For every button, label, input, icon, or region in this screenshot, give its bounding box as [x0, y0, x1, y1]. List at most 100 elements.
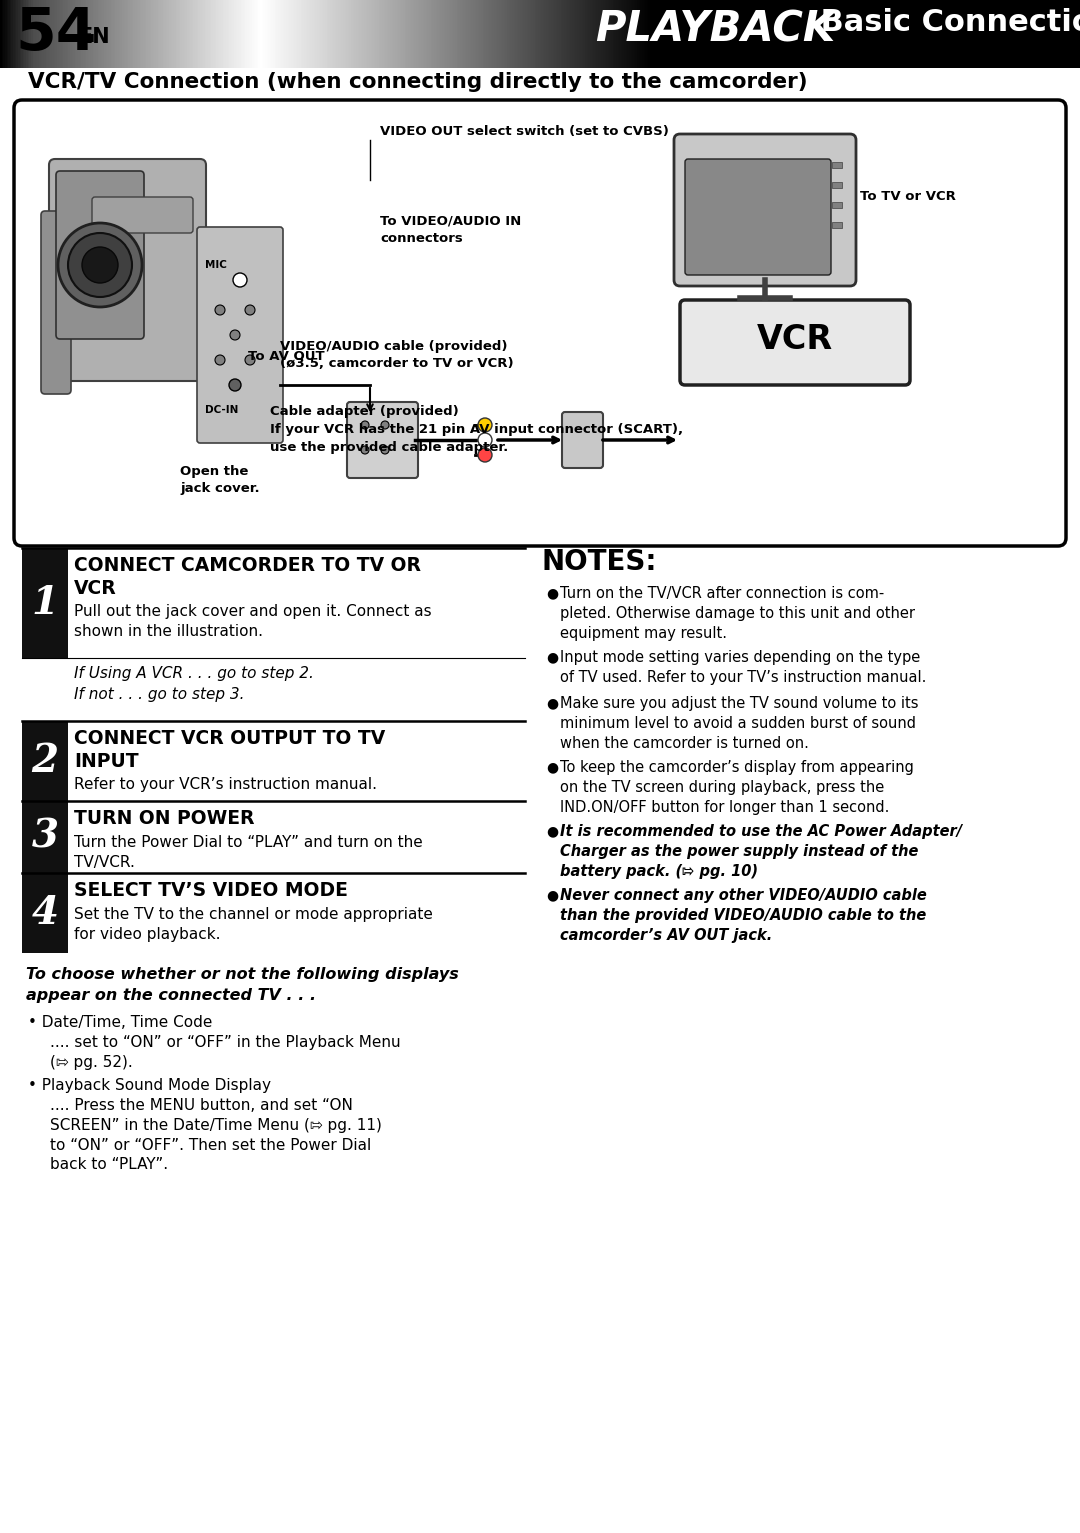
Bar [606, 0, 608, 67]
Bar [100, 0, 103, 67]
Text: ●: ● [546, 650, 558, 664]
Bar [512, 0, 514, 67]
Bar [460, 0, 462, 67]
Bar [455, 0, 457, 67]
Bar [541, 0, 543, 67]
FancyBboxPatch shape [562, 412, 603, 468]
Bar [569, 0, 571, 67]
Bar [431, 0, 433, 67]
Bar [247, 0, 249, 67]
Bar [167, 0, 170, 67]
Bar [561, 0, 563, 67]
Bar [231, 0, 233, 67]
Circle shape [478, 419, 492, 432]
Bar [133, 0, 135, 67]
Bar [310, 0, 312, 67]
Bar [190, 0, 192, 67]
Circle shape [82, 247, 118, 284]
Text: PLAYBACK: PLAYBACK [595, 8, 835, 51]
Text: Turn the Power Dial to “PLAY” and turn on the
TV/VCR.: Turn the Power Dial to “PLAY” and turn o… [75, 835, 422, 869]
Bar [556, 0, 558, 67]
Bar [490, 0, 492, 67]
Bar [73, 0, 76, 67]
Text: Never connect any other VIDEO/AUDIO cable
than the provided VIDEO/AUDIO cable to: Never connect any other VIDEO/AUDIO cabl… [561, 888, 927, 943]
Bar [107, 0, 109, 67]
Bar [598, 0, 600, 67]
Circle shape [361, 422, 369, 429]
Bar [286, 0, 288, 67]
Bar [117, 0, 119, 67]
Circle shape [381, 446, 389, 454]
Bar [335, 0, 337, 67]
Bar [640, 0, 643, 67]
Bar [25, 0, 27, 67]
Bar [297, 0, 299, 67]
Bar [406, 0, 408, 67]
FancyBboxPatch shape [41, 212, 71, 394]
Text: CONNECT VCR OUTPUT TO TV
INPUT: CONNECT VCR OUTPUT TO TV INPUT [75, 730, 386, 771]
Bar [380, 0, 382, 67]
Bar [39, 0, 41, 67]
Bar [130, 0, 132, 67]
Bar [579, 0, 581, 67]
Bar [22, 721, 68, 802]
Bar [392, 0, 394, 67]
FancyBboxPatch shape [92, 198, 193, 233]
Bar [32, 0, 35, 67]
Bar [322, 0, 324, 67]
Bar [474, 0, 476, 67]
Bar [110, 0, 112, 67]
Bar [635, 0, 637, 67]
Bar [16, 0, 18, 67]
Bar [409, 0, 411, 67]
Bar [507, 0, 509, 67]
Bar [80, 0, 82, 67]
Bar [9, 0, 10, 67]
Bar [291, 0, 293, 67]
Bar [31, 0, 33, 67]
Bar [129, 0, 131, 67]
FancyBboxPatch shape [685, 159, 831, 274]
Bar [274, 0, 276, 67]
Bar [213, 0, 215, 67]
Bar [426, 0, 428, 67]
Bar [179, 0, 180, 67]
Bar [104, 0, 106, 67]
Bar [6, 0, 9, 67]
Bar [106, 0, 108, 67]
Bar [29, 0, 31, 67]
Bar [319, 0, 321, 67]
Bar [473, 0, 475, 67]
Bar [621, 0, 623, 67]
Bar [77, 0, 79, 67]
Bar [57, 0, 59, 67]
Bar [294, 0, 296, 67]
Bar [325, 0, 327, 67]
Bar [234, 0, 237, 67]
Bar [387, 0, 389, 67]
Text: ●: ● [546, 825, 558, 839]
Bar [832, 202, 842, 208]
Bar [589, 0, 591, 67]
Bar [329, 0, 332, 67]
Bar [28, 0, 30, 67]
Bar [83, 0, 85, 67]
Bar [296, 0, 298, 67]
Bar [525, 0, 527, 67]
Text: EN: EN [78, 28, 110, 48]
Bar [364, 0, 366, 67]
Circle shape [478, 432, 492, 448]
Bar [464, 0, 467, 67]
Bar [416, 0, 418, 67]
Bar [202, 0, 204, 67]
Bar [451, 0, 454, 67]
Bar [156, 0, 158, 67]
Text: To choose whether or not the following displays
appear on the connected TV . . .: To choose whether or not the following d… [26, 967, 459, 1003]
Bar [239, 0, 241, 67]
Text: MIC: MIC [205, 261, 227, 270]
Bar [342, 0, 345, 67]
Bar [608, 0, 610, 67]
Bar [467, 0, 469, 67]
Bar [3, 0, 5, 67]
Bar [161, 0, 163, 67]
